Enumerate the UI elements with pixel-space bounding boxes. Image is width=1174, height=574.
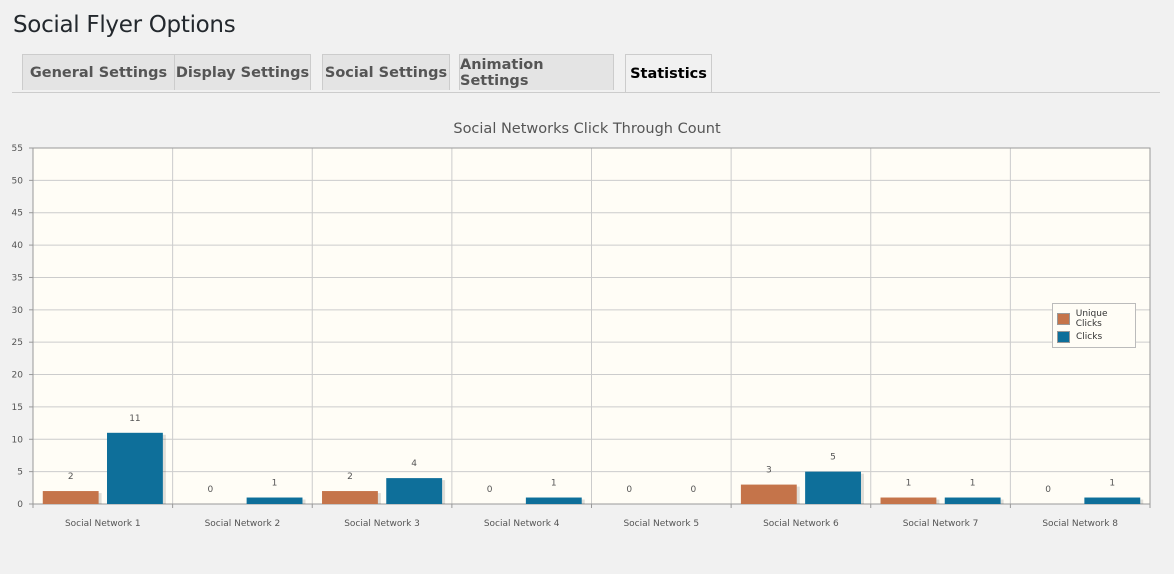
legend-swatch-unique-clicks <box>1057 313 1070 325</box>
bar-clicks <box>107 432 163 504</box>
data-label: 1 <box>906 479 912 489</box>
data-label: 2 <box>68 472 74 482</box>
data-label: 4 <box>411 459 417 469</box>
data-label: 2 <box>347 472 353 482</box>
data-label: 3 <box>766 466 772 476</box>
chart-title: Social Networks Click Through Count <box>453 121 721 137</box>
x-tick-label: Social Network 7 <box>903 519 979 529</box>
bar-clicks <box>944 497 1001 504</box>
chart-legend: Unique Clicks Clicks <box>1052 303 1136 348</box>
data-label: 0 <box>691 485 697 495</box>
page-title: Social Flyer Options <box>13 12 236 38</box>
y-tick-label: 5 <box>17 468 23 478</box>
tab-display-settings[interactable]: Display Settings <box>174 54 311 90</box>
y-tick-label: 50 <box>12 176 24 186</box>
x-tick-label: Social Network 8 <box>1042 519 1118 529</box>
data-label: 1 <box>970 479 976 489</box>
y-tick-label: 30 <box>12 306 24 316</box>
y-tick-label: 10 <box>12 435 24 445</box>
data-label: 5 <box>830 453 836 463</box>
x-tick-label: Social Network 1 <box>65 519 141 529</box>
bar-clicks <box>246 497 303 504</box>
tab-general-settings[interactable]: General Settings <box>22 54 175 90</box>
tab-bar: General Settings Display Settings Social… <box>12 54 1160 93</box>
data-label: 11 <box>129 414 140 424</box>
y-tick-label: 0 <box>17 500 23 510</box>
data-label: 0 <box>487 485 493 495</box>
tab-statistics[interactable]: Statistics <box>625 54 712 92</box>
legend-label-unique-clicks: Unique Clicks <box>1075 309 1108 329</box>
bar-clicks <box>1084 497 1141 504</box>
bar-unique-clicks <box>322 491 378 504</box>
x-tick-label: Social Network 6 <box>763 519 839 529</box>
y-tick-label: 15 <box>12 403 23 413</box>
bar-unique-clicks <box>42 491 99 504</box>
data-label: 0 <box>207 485 213 495</box>
bar-clicks <box>805 471 861 504</box>
bar-unique-clicks <box>880 497 937 504</box>
tab-animation-settings[interactable]: Animation Settings <box>459 54 614 90</box>
legend-label-clicks: Clicks <box>1076 332 1103 342</box>
legend-item-unique-clicks: Unique Clicks <box>1057 309 1135 329</box>
plot-border <box>32 147 1151 505</box>
bar-clicks <box>525 497 582 504</box>
y-tick-label: 20 <box>12 371 24 381</box>
y-tick-label: 25 <box>12 338 23 348</box>
x-tick-label: Social Network 2 <box>205 519 281 529</box>
legend-swatch-clicks <box>1057 331 1070 343</box>
data-label: 0 <box>1045 485 1051 495</box>
data-label: 1 <box>272 479 278 489</box>
data-label: 1 <box>1109 479 1115 489</box>
bar-clicks <box>386 478 443 504</box>
tab-social-settings[interactable]: Social Settings <box>322 54 450 90</box>
y-tick-label: 55 <box>12 144 23 154</box>
y-tick-label: 40 <box>12 241 24 251</box>
data-label: 0 <box>626 485 632 495</box>
data-label: 1 <box>551 479 557 489</box>
legend-item-clicks: Clicks <box>1057 331 1102 343</box>
x-tick-label: Social Network 5 <box>623 519 699 529</box>
bar-unique-clicks <box>740 484 797 504</box>
x-tick-label: Social Network 3 <box>344 519 420 529</box>
y-tick-label: 45 <box>12 209 23 219</box>
y-tick-label: 35 <box>12 273 23 283</box>
x-tick-label: Social Network 4 <box>484 519 560 529</box>
